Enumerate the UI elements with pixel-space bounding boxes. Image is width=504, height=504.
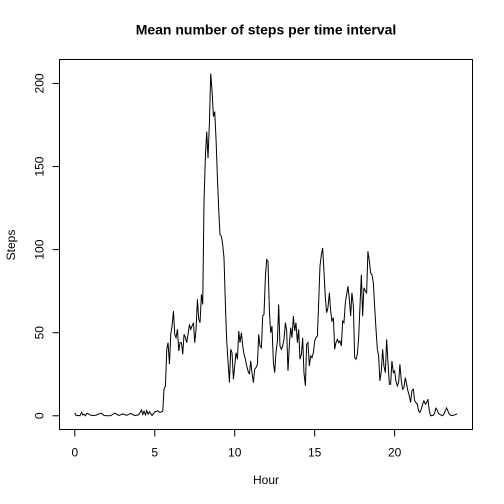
y-tick-label: 200	[33, 73, 47, 93]
x-tick-label: 20	[388, 446, 402, 460]
data-line	[74, 73, 458, 417]
x-tick-label: 10	[228, 446, 242, 460]
x-tick-label: 0	[71, 446, 78, 460]
x-axis-label: Hour	[253, 473, 279, 487]
y-tick-label: 100	[33, 239, 47, 259]
chart-title: Mean number of steps per time interval	[136, 22, 397, 38]
x-tick-label: 5	[151, 446, 158, 460]
y-tick-label: 0	[33, 412, 47, 419]
y-axis-label: Steps	[4, 230, 18, 261]
y-tick-label: 50	[33, 326, 47, 340]
plot-box	[59, 59, 473, 430]
y-tick-label: 150	[33, 156, 47, 176]
x-tick-label: 15	[308, 446, 322, 460]
